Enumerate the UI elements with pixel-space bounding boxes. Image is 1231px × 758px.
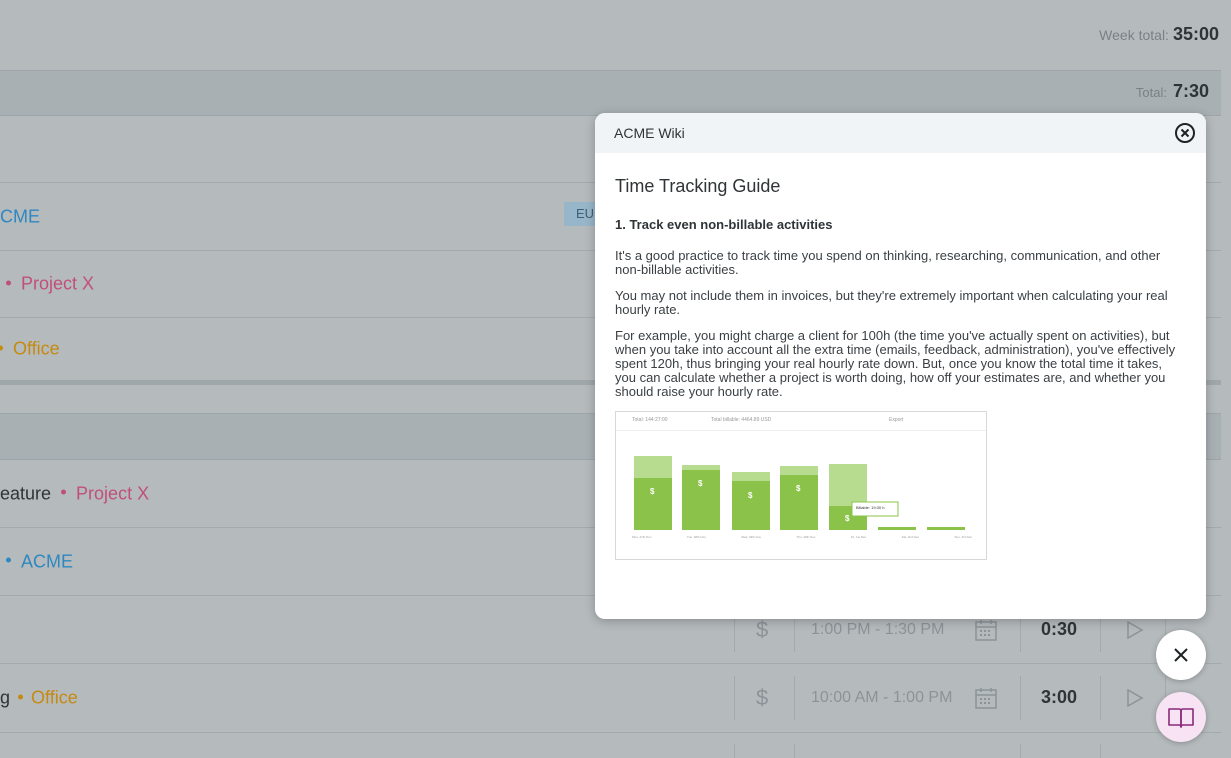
project-label[interactable]: Office xyxy=(31,687,78,708)
svg-text:$: $ xyxy=(845,514,850,523)
image-day-label: Tue, 28th Nov xyxy=(687,535,706,539)
week-total-label: Week total: xyxy=(1099,27,1169,43)
divider xyxy=(794,744,795,758)
image-divider xyxy=(616,430,986,431)
entry-label-wrap: eature Project X xyxy=(0,483,149,504)
svg-text:$: $ xyxy=(796,484,801,493)
report-screenshot-image: Total: 144:27:00 Total billable: 4464.89… xyxy=(615,411,987,560)
billable-dollar-icon[interactable]: $ xyxy=(756,617,769,642)
wiki-content: Time Tracking Guide 1. Track even non-bi… xyxy=(595,153,1206,560)
project-dot xyxy=(18,694,24,700)
divider xyxy=(1100,608,1101,652)
wiki-title: ACME Wiki xyxy=(614,125,685,141)
image-day-label: Sun, 3rd Dec xyxy=(954,535,972,539)
image-day-label: Wed, 29th Nov xyxy=(741,535,762,539)
time-entry-row[interactable]: g Office xyxy=(0,664,1221,733)
divider xyxy=(734,608,735,652)
time-range[interactable]: 10:00 AM - 1:00 PM xyxy=(811,689,953,706)
image-day-label: Mon, 27th Nov xyxy=(632,535,652,539)
svg-text:$: $ xyxy=(650,487,655,496)
project-label-wrap: Project X xyxy=(6,274,94,295)
image-day-labels: Mon, 27th Nov Tue, 28th Nov Wed, 29th No… xyxy=(632,535,972,539)
divider xyxy=(734,676,735,720)
time-entry-row[interactable] xyxy=(0,733,1221,758)
play-icon[interactable] xyxy=(1126,620,1144,640)
time-range[interactable]: 1:00 PM - 1:30 PM xyxy=(811,621,945,638)
image-bar-graphic: $ $ $ $ $ xyxy=(634,456,965,530)
entry-description[interactable]: g xyxy=(0,687,11,708)
book-icon xyxy=(1168,708,1194,728)
billable-dollar-icon[interactable]: $ xyxy=(756,685,769,710)
entry-description[interactable]: eature xyxy=(0,483,52,503)
day-total-label: Total: xyxy=(1135,85,1167,100)
wiki-paragraph: It's a good practice to track time you s… xyxy=(615,248,1161,277)
image-tooltip-text: Billable: 19:30 h xyxy=(856,505,885,510)
client-dot xyxy=(6,557,11,563)
divider xyxy=(734,744,735,758)
project-label[interactable]: Project X xyxy=(76,483,150,503)
wiki-panel: ACME Wiki Time Tracking Guide 1. Track e… xyxy=(595,113,1206,619)
day-total-value: 7:30 xyxy=(1172,81,1209,101)
client-label-wrap: ACME xyxy=(6,551,73,572)
project-label-wrap: Office xyxy=(0,339,60,360)
day-group-header: Total: 7:30 xyxy=(0,70,1221,116)
divider xyxy=(1100,744,1101,758)
wiki-fab-button[interactable] xyxy=(1156,692,1206,742)
entry-duration[interactable]: 0:30 xyxy=(1041,619,1078,639)
week-total: Week total: 35:00 xyxy=(1099,24,1219,45)
image-day-label: Sat, 2nd Dec xyxy=(901,535,919,539)
image-day-label: Thu, 30th Nov xyxy=(796,535,816,539)
divider xyxy=(1020,608,1021,652)
divider xyxy=(794,676,795,720)
project-dot xyxy=(6,280,11,286)
image-day-label: Fri, 1st Dec xyxy=(850,535,867,539)
day-total: Total: 7:30 xyxy=(1136,81,1209,102)
project-dot xyxy=(0,345,3,351)
wiki-section-title: 1. Track even non-billable activities xyxy=(615,217,833,232)
entry-duration[interactable]: 3:00 xyxy=(1041,687,1078,707)
client-label[interactable]: CME xyxy=(0,206,40,226)
svg-text:$: $ xyxy=(748,491,753,500)
wiki-header: ACME Wiki xyxy=(595,113,1206,153)
divider xyxy=(1100,676,1101,720)
project-label[interactable]: Office xyxy=(13,338,60,359)
close-fab-button[interactable] xyxy=(1156,630,1206,680)
calendar-icon[interactable] xyxy=(975,687,997,709)
tag-badge[interactable]: EU xyxy=(564,202,598,226)
image-billable-text: Total billable: 4464.89 USD xyxy=(711,417,772,423)
week-total-value: 35:00 xyxy=(1172,24,1219,44)
close-circle-icon[interactable] xyxy=(1174,122,1196,144)
wiki-paragraph: For example, you might charge a client f… xyxy=(615,328,1176,399)
project-label[interactable]: Project X xyxy=(21,273,95,294)
client-label[interactable]: ACME xyxy=(21,551,74,571)
calendar-icon[interactable] xyxy=(975,619,997,641)
image-total-text: Total: 144:27:00 xyxy=(632,417,668,423)
wiki-heading: Time Tracking Guide xyxy=(615,176,781,196)
wiki-paragraph: You may not include them in invoices, bu… xyxy=(615,288,1168,317)
image-export-text: Export xyxy=(889,417,904,423)
divider xyxy=(1020,676,1021,720)
project-dot xyxy=(61,489,67,495)
svg-text:$: $ xyxy=(698,479,703,488)
close-icon xyxy=(1174,648,1188,662)
play-icon[interactable] xyxy=(1126,688,1144,708)
entry-label-wrap: g Office xyxy=(0,688,78,709)
divider xyxy=(1165,608,1166,652)
divider xyxy=(1020,744,1021,758)
divider xyxy=(794,608,795,652)
